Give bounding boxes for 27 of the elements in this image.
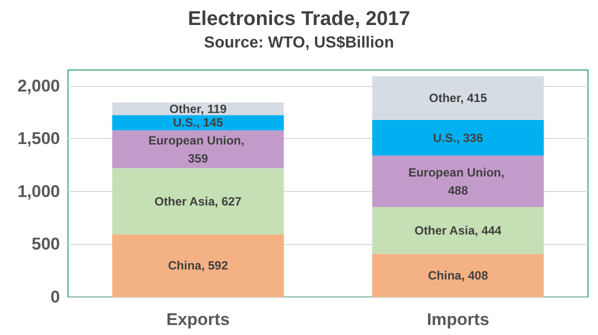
bar xyxy=(112,234,284,297)
data-label: Other, 119 xyxy=(169,102,228,116)
y-tick-label: 2,000 xyxy=(17,76,60,96)
bar xyxy=(372,156,544,208)
data-label: China, 592 xyxy=(168,258,228,273)
x-tick-label: Imports xyxy=(426,310,490,329)
bar xyxy=(112,168,284,234)
data-label: U.S., 145 xyxy=(172,116,224,130)
chart-subtitle: Source: WTO, US$Billion xyxy=(204,34,394,52)
data-label: Other Asia, 444 xyxy=(414,223,502,238)
bar xyxy=(372,120,544,156)
data-label: European Union, 488 xyxy=(408,165,508,198)
chart-title: Electronics Trade, 2017 xyxy=(188,8,410,30)
y-tick-label: 500 xyxy=(32,234,60,254)
y-tick-label: 1,000 xyxy=(17,182,60,201)
bar xyxy=(112,130,284,168)
bar xyxy=(112,115,284,130)
data-label: European Union, 359 xyxy=(148,133,248,166)
data-label: U.S., 336 xyxy=(432,130,484,145)
bar xyxy=(372,254,544,297)
data-label: Other, 415 xyxy=(428,91,488,106)
y-tick-label: 0 xyxy=(50,288,60,306)
x-tick-label: Exports xyxy=(166,310,230,329)
data-label: Other Asia, 627 xyxy=(154,194,242,208)
bar xyxy=(372,207,544,254)
y-tick-label: 1,500 xyxy=(17,129,60,148)
data-label: China, 408 xyxy=(428,268,488,282)
